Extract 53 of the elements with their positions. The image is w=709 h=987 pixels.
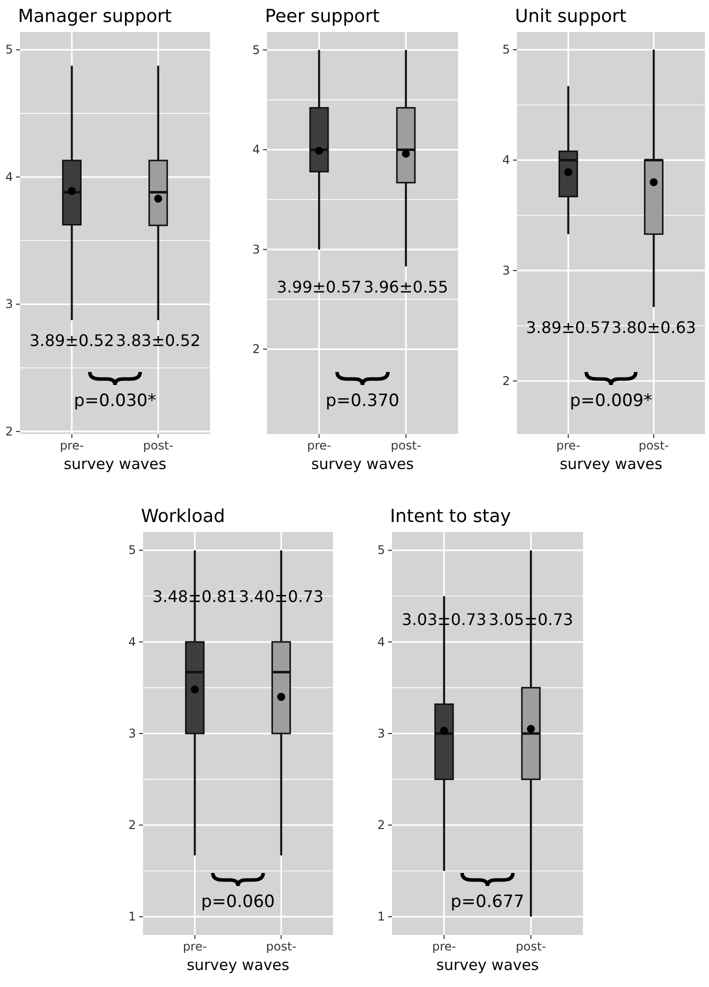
y-tick-label: 1	[128, 910, 136, 924]
annotation: p=0.060	[201, 892, 275, 912]
annotation: 3.83±0.52	[116, 331, 201, 350]
y-tick-label: 4	[377, 634, 385, 649]
chart-title: Workload	[141, 506, 226, 527]
y-tick-label: 2	[502, 374, 510, 388]
x-axis-title: survey waves	[560, 455, 662, 473]
annotation: p=0.030*	[74, 391, 156, 411]
y-tick-label: 4	[502, 152, 510, 167]
x-axis-title: survey waves	[311, 455, 414, 473]
y-tick-label: 5	[128, 543, 136, 558]
y-tick-label: 3	[252, 242, 260, 256]
y-tick-label: 3	[502, 263, 510, 278]
x-axis-title: survey waves	[436, 956, 539, 974]
x-tick-label: pre-	[60, 438, 84, 453]
y-tick-label: 3	[377, 726, 385, 740]
y-tick-label: 1	[377, 910, 385, 924]
y-tick-label: 4	[5, 170, 13, 184]
x-tick-label: pre-	[182, 940, 207, 954]
y-tick-label: 4	[128, 634, 136, 649]
y-tick-label: 2	[377, 818, 385, 832]
y-tick-label: 4	[252, 142, 260, 157]
x-tick-label: post-	[516, 940, 546, 954]
x-axis-title: survey waves	[64, 455, 166, 473]
chart-title: Peer support	[265, 6, 380, 27]
annotation: 3.80±0.63	[611, 318, 696, 337]
y-tick-label: 2	[128, 818, 136, 832]
x-tick-label: pre-	[556, 438, 580, 453]
y-tick-label: 5	[377, 543, 385, 558]
chart-title: Manager support	[18, 6, 172, 27]
y-tick-label: 3	[5, 297, 13, 312]
y-tick-label: 2	[252, 342, 260, 356]
y-tick-label: 2	[5, 424, 13, 438]
x-tick-label: post-	[390, 438, 422, 453]
y-tick-label: 3	[128, 726, 136, 740]
annotation: 3.99±0.57	[276, 277, 362, 296]
x-tick-label: pre-	[307, 438, 332, 453]
x-tick-label: pre-	[432, 940, 456, 954]
y-tick-label: 5	[502, 42, 510, 57]
annotation: 3.89±0.57	[526, 318, 611, 337]
x-tick-label: post-	[266, 940, 296, 954]
annotation: p=0.370	[326, 391, 400, 411]
annotation: 3.89±0.52	[29, 331, 114, 350]
y-tick-label: 5	[5, 42, 13, 57]
annotation: p=0.009*	[570, 391, 652, 411]
x-axis-title: survey waves	[186, 956, 290, 974]
annotation: 3.96±0.55	[364, 277, 448, 296]
x-tick-label: post-	[143, 438, 174, 453]
chart-title: Unit support	[515, 6, 626, 27]
annotation: p=0.677	[450, 892, 524, 912]
chart-title: Intent to stay	[390, 506, 512, 527]
y-tick-label: 5	[252, 42, 260, 57]
x-tick-label: post-	[638, 438, 669, 453]
